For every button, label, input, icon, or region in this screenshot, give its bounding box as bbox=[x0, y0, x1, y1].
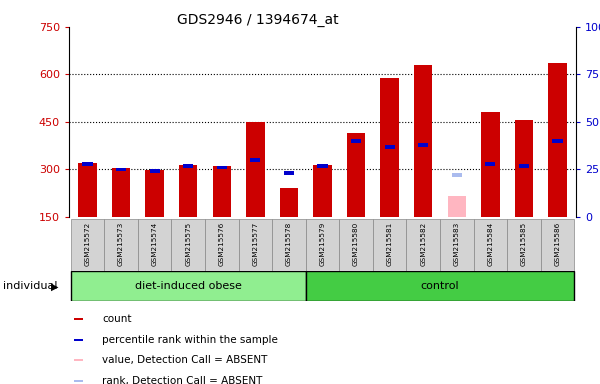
Bar bbox=[116, 167, 126, 171]
Bar bbox=[74, 339, 83, 341]
Bar bbox=[507, 219, 541, 271]
Bar bbox=[179, 165, 197, 217]
Bar bbox=[485, 162, 496, 166]
Bar bbox=[172, 219, 205, 271]
Text: rank, Detection Call = ABSENT: rank, Detection Call = ABSENT bbox=[102, 376, 262, 384]
Text: GSM215572: GSM215572 bbox=[85, 222, 91, 266]
Bar bbox=[138, 219, 172, 271]
Text: control: control bbox=[421, 281, 460, 291]
Text: GSM215583: GSM215583 bbox=[454, 222, 460, 266]
Bar bbox=[284, 171, 294, 175]
Bar bbox=[317, 164, 328, 167]
Bar bbox=[452, 173, 462, 177]
Text: GSM215578: GSM215578 bbox=[286, 222, 292, 266]
Bar bbox=[183, 164, 193, 167]
Text: GSM215585: GSM215585 bbox=[521, 222, 527, 266]
Bar bbox=[74, 318, 83, 320]
Text: GSM215584: GSM215584 bbox=[487, 222, 493, 266]
Bar bbox=[541, 219, 574, 271]
Bar bbox=[406, 219, 440, 271]
Bar bbox=[373, 219, 406, 271]
Bar bbox=[205, 219, 239, 271]
Text: count: count bbox=[102, 314, 131, 324]
Text: GSM215575: GSM215575 bbox=[185, 222, 191, 266]
Bar bbox=[74, 380, 83, 382]
Text: ▶: ▶ bbox=[52, 281, 59, 291]
Bar bbox=[339, 219, 373, 271]
Text: GSM215581: GSM215581 bbox=[386, 222, 392, 266]
Text: diet-induced obese: diet-induced obese bbox=[135, 281, 242, 291]
Bar bbox=[112, 168, 130, 217]
Bar bbox=[306, 271, 574, 301]
Bar bbox=[481, 113, 500, 217]
Text: GSM215579: GSM215579 bbox=[320, 222, 325, 266]
Bar bbox=[385, 145, 395, 149]
Bar bbox=[519, 164, 529, 167]
Bar bbox=[250, 158, 260, 162]
Bar bbox=[104, 219, 138, 271]
Bar bbox=[272, 219, 306, 271]
Text: GSM215582: GSM215582 bbox=[420, 222, 426, 266]
Bar bbox=[280, 189, 298, 217]
Bar bbox=[418, 143, 428, 147]
Bar bbox=[440, 219, 473, 271]
Bar bbox=[217, 166, 227, 169]
Bar bbox=[548, 63, 567, 217]
Bar bbox=[212, 166, 231, 217]
Text: GSM215577: GSM215577 bbox=[253, 222, 259, 266]
Bar bbox=[414, 65, 433, 217]
Text: GSM215574: GSM215574 bbox=[152, 222, 158, 266]
Text: percentile rank within the sample: percentile rank within the sample bbox=[102, 335, 278, 345]
Text: GDS2946 / 1394674_at: GDS2946 / 1394674_at bbox=[177, 13, 339, 27]
Bar bbox=[515, 120, 533, 217]
Bar bbox=[149, 169, 160, 173]
Bar bbox=[553, 139, 563, 143]
Text: GSM215573: GSM215573 bbox=[118, 222, 124, 266]
Bar bbox=[71, 271, 306, 301]
Bar bbox=[380, 78, 399, 217]
Bar bbox=[71, 219, 104, 271]
Bar bbox=[473, 219, 507, 271]
Text: GSM215586: GSM215586 bbox=[554, 222, 560, 266]
Bar bbox=[74, 359, 83, 361]
Bar bbox=[313, 165, 332, 217]
Text: individual: individual bbox=[3, 281, 58, 291]
Bar bbox=[351, 139, 361, 143]
Bar bbox=[347, 133, 365, 217]
Bar bbox=[448, 196, 466, 217]
Text: GSM215576: GSM215576 bbox=[219, 222, 225, 266]
Bar bbox=[78, 163, 97, 217]
Bar bbox=[239, 219, 272, 271]
Text: GSM215580: GSM215580 bbox=[353, 222, 359, 266]
Bar bbox=[82, 162, 92, 166]
Bar bbox=[145, 170, 164, 217]
Text: value, Detection Call = ABSENT: value, Detection Call = ABSENT bbox=[102, 355, 268, 366]
Bar bbox=[306, 219, 339, 271]
Bar bbox=[246, 122, 265, 217]
